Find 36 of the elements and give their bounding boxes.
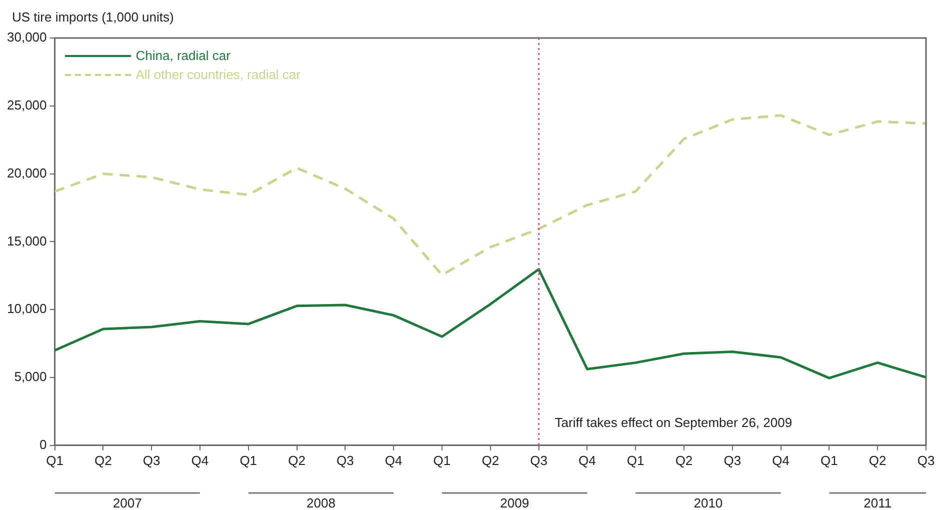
text: 2007	[112, 496, 142, 510]
x-tick-label: Q3	[917, 452, 935, 468]
text: 2008	[306, 496, 336, 510]
line-series	[54, 114, 926, 276]
x-tick-label: Q3	[530, 452, 548, 468]
y-tick-label: 30,000	[6, 30, 47, 45]
x-tick-label: Q2	[482, 452, 500, 468]
x-tick-label: Q3	[336, 452, 354, 468]
text: 2010	[694, 496, 723, 510]
x-tick-label: Q1	[820, 452, 838, 468]
text: 2011	[864, 496, 892, 510]
text: China, radial car	[136, 48, 230, 63]
y-tick-label: 5,000	[14, 369, 47, 384]
y-tick-label: 25,000	[6, 97, 47, 112]
x-tick-label: Q4	[384, 452, 402, 468]
y-tick-label: 20,000	[6, 165, 47, 180]
x-tick-label: Q1	[240, 452, 258, 468]
y-tick-label: 15,000	[6, 233, 47, 248]
x-tick-label: Q3	[724, 452, 742, 468]
text: 2009	[500, 496, 530, 510]
x-tick-label: Q1	[46, 452, 64, 468]
x-tick-label: Q2	[868, 452, 886, 468]
x-tick-label: Q1	[433, 452, 451, 468]
x-tick-label: Q3	[142, 452, 160, 468]
y-axis-title: US tire imports (1,000 units)	[12, 10, 174, 25]
y-tick-label: 0	[40, 436, 47, 452]
x-tick-label: Q2	[288, 452, 306, 468]
x-tick-label: Q4	[578, 452, 596, 468]
x-tick-label: Q1	[626, 452, 644, 468]
x-tick-label: Q4	[772, 452, 790, 468]
text: All other countries, radial car	[136, 67, 300, 82]
x-tick-label: Q2	[94, 452, 112, 468]
x-tick-label: Q2	[675, 452, 693, 468]
y-tick-label: 10,000	[6, 301, 47, 316]
x-tick-label: Q4	[191, 452, 209, 468]
ref-line-label: Tariff takes effect on September 26, 2009	[554, 414, 792, 430]
